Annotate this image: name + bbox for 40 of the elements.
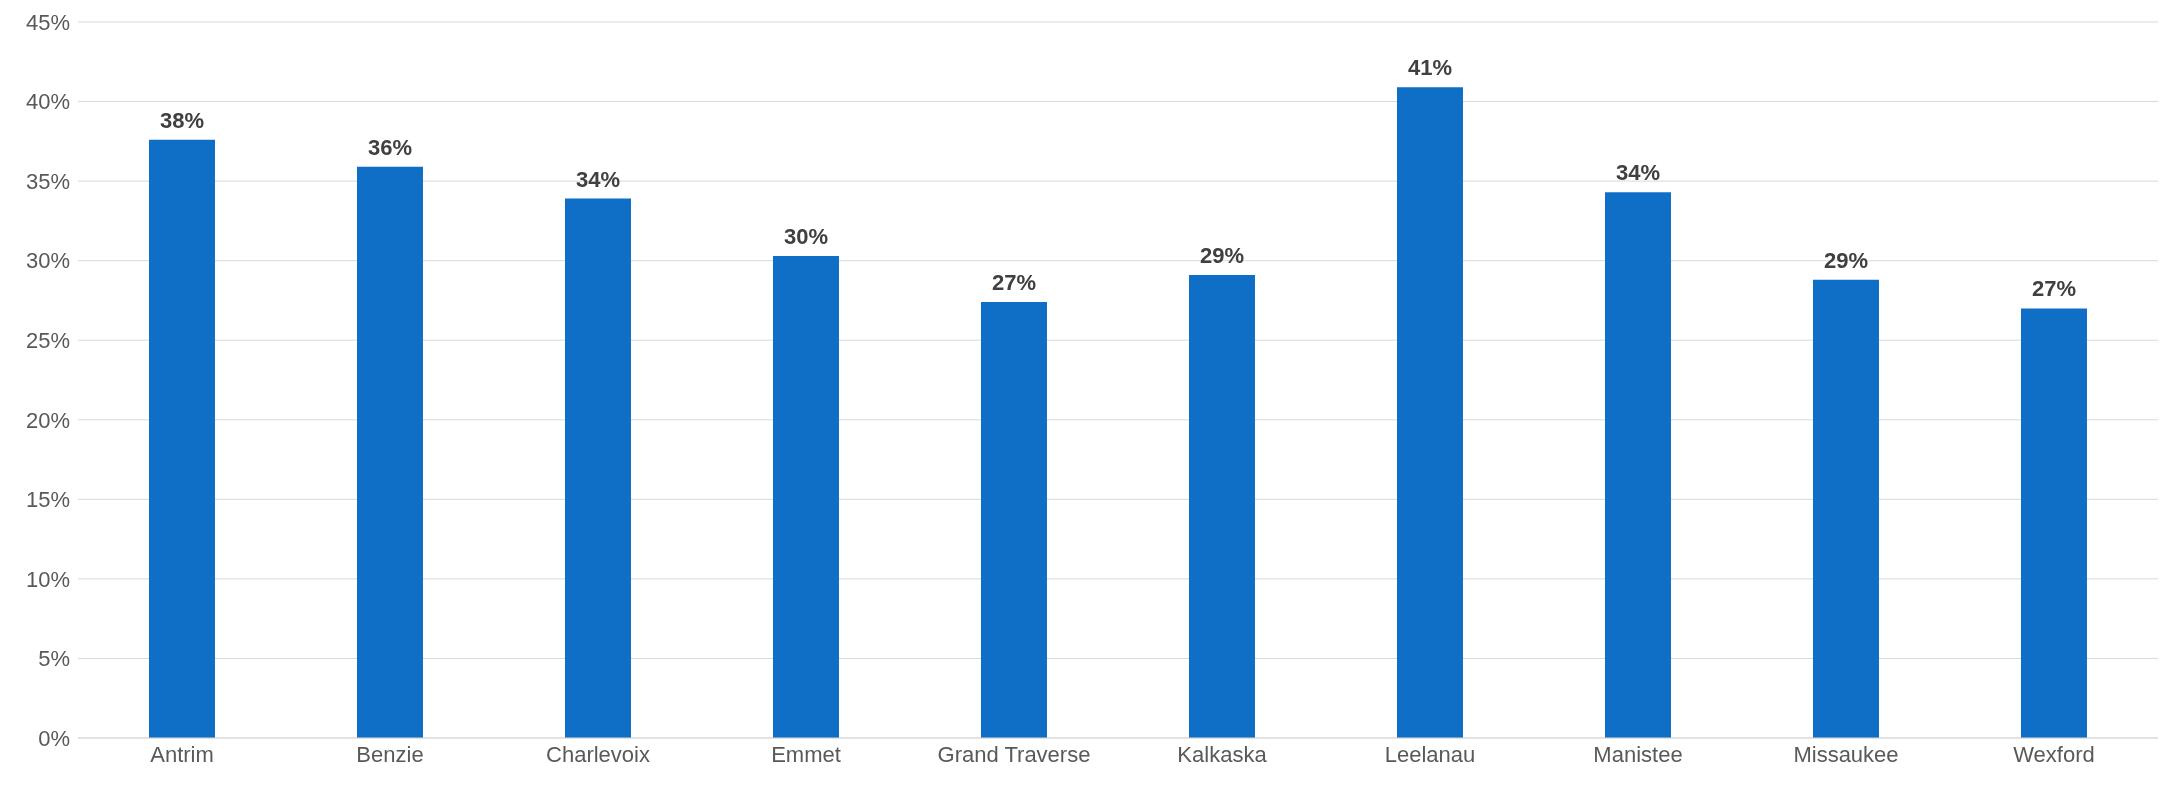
x-tick-label: Benzie	[356, 741, 424, 767]
data-label: 27%	[991, 270, 1037, 296]
data-label: 38%	[159, 107, 205, 133]
x-tick-label: Missaukee	[1793, 741, 1899, 767]
y-tick-label: 45%	[25, 9, 70, 35]
y-tick-label: 0%	[38, 725, 70, 751]
y-tick-label: 10%	[25, 566, 70, 592]
y-tick-label: 25%	[25, 328, 70, 354]
bar	[2021, 308, 2087, 738]
bar	[149, 139, 215, 738]
y-tick-label: 5%	[38, 646, 70, 672]
y-tick-label: 15%	[25, 487, 70, 513]
x-tick-label: Grand Traverse	[937, 741, 1091, 767]
bar	[1605, 192, 1671, 738]
y-tick-label: 20%	[25, 407, 70, 433]
x-tick-label: Kalkaska	[1177, 741, 1268, 767]
data-label: 41%	[1407, 55, 1453, 81]
y-tick-label: 35%	[25, 168, 70, 194]
data-label: 34%	[1615, 160, 1661, 186]
x-tick-label: Antrim	[150, 741, 214, 767]
x-tick-label: Leelanau	[1384, 741, 1476, 767]
bar	[357, 166, 423, 738]
y-tick-label: 30%	[25, 248, 70, 274]
data-label: 30%	[783, 223, 829, 249]
data-label: 29%	[1199, 242, 1245, 268]
bar	[1397, 87, 1463, 738]
x-tick-label: Wexford	[2013, 741, 2095, 767]
data-label: 36%	[367, 134, 413, 160]
data-label: 29%	[1823, 247, 1869, 273]
y-tick-label: 40%	[25, 89, 70, 115]
data-label: 34%	[575, 166, 621, 192]
bar	[773, 255, 839, 738]
x-tick-label: Emmet	[771, 741, 841, 767]
bar	[1189, 274, 1255, 738]
x-tick-label: Charlevoix	[546, 741, 650, 767]
bar	[1813, 279, 1879, 738]
data-label: 27%	[2031, 276, 2077, 302]
x-tick-label: Manistee	[1593, 741, 1683, 767]
bar	[981, 302, 1047, 738]
bar	[565, 198, 631, 738]
